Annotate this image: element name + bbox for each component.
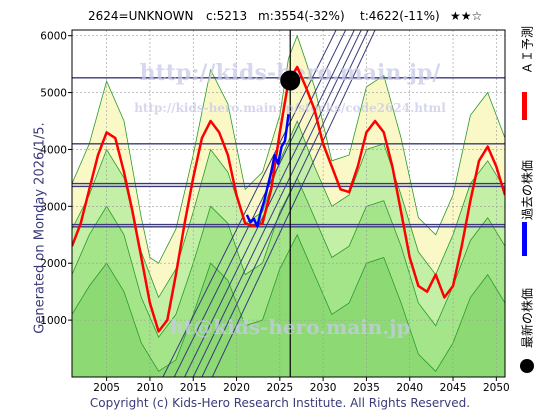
projection-line	[192, 30, 362, 377]
generated-date-note: Generated on Monday 2026/1/5.	[32, 122, 48, 334]
copyright-footer: Copyright (c) Kids-Hero Research Institu…	[89, 396, 471, 410]
legend-swatch-history	[522, 222, 527, 256]
range-band-line	[72, 233, 505, 372]
legend-label: 最新の株価	[520, 287, 535, 349]
watermark-page: http://kids-hero.main.jp/stocks/code2624…	[134, 101, 446, 115]
rating-stars: ★★☆	[450, 9, 483, 23]
legend-label: ＡＩ予測	[520, 25, 535, 75]
projection-line	[173, 30, 347, 377]
x-tick-label: 2015	[180, 382, 207, 394]
y-tick-label: 6000	[40, 31, 67, 43]
current-price: c:5213	[206, 9, 248, 23]
x-tick-label: 2005	[93, 382, 120, 394]
legend-label: 過去の株価	[520, 159, 535, 221]
y-tick-label: 3000	[40, 201, 67, 213]
x-tick-label: 2050	[483, 382, 510, 394]
minimum-price: m:3554(-32%)	[258, 9, 345, 23]
y-tick-label: 5000	[40, 88, 67, 100]
range-band-line	[72, 119, 505, 299]
projection-line	[201, 30, 369, 377]
x-tick-label: 2025	[266, 382, 293, 394]
legend-swatch-current	[520, 359, 534, 373]
x-tick-label: 2010	[137, 382, 164, 394]
projection-line	[211, 30, 376, 377]
x-tick-label: 2035	[353, 382, 380, 394]
target-price: t:4622(-11%)	[360, 9, 440, 23]
range-band-line	[72, 176, 505, 338]
history-line	[245, 114, 290, 228]
x-tick-label: 2030	[310, 382, 337, 394]
current-price-marker	[280, 70, 301, 91]
y-tick-label: 4000	[40, 144, 67, 156]
watermark-bottom: ht@kids-hero.main.jp	[170, 315, 411, 339]
range-band-area	[72, 234, 505, 377]
chart-header: 2624=UNKNOWN c:5213 m:3554(-32%) t:4622(…	[0, 0, 560, 30]
stock-code-name: 2624=UNKNOWN	[88, 9, 194, 23]
projection-line	[184, 30, 355, 377]
y-tick-label: 1000	[40, 315, 67, 327]
y-tick-label: 2000	[40, 258, 67, 270]
x-tick-label: 2045	[440, 382, 467, 394]
plot-area: http://kids-hero.main.jp/http://kids-her…	[72, 30, 505, 377]
legend-swatch-forecast	[522, 92, 527, 120]
x-tick-label: 2020	[223, 382, 250, 394]
plot-frame	[71, 29, 506, 378]
x-tick-label: 2040	[396, 382, 423, 394]
